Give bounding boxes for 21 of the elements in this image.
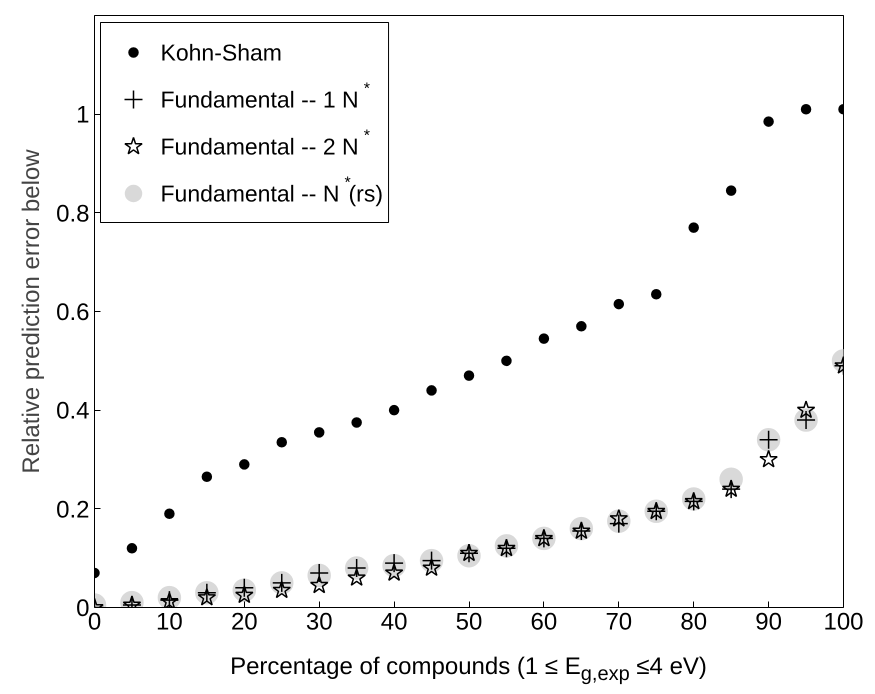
x-tick-label: 90	[755, 608, 782, 636]
legend-label: Fundamental -- 2 N*	[160, 128, 370, 160]
y-axis-title: Relative prediction error below	[18, 148, 46, 474]
legend-label: Fundamental -- N*(rs)	[160, 174, 384, 206]
x-tick-label: 80	[680, 608, 708, 636]
x-tick-label: 10	[156, 608, 183, 636]
y-tick-label: 0.8	[56, 200, 90, 228]
legend-label: Kohn-Sham	[160, 40, 282, 66]
x-tick-label: 40	[380, 608, 408, 636]
x-axis-title: Percentage of compounds (1 ≤ E$_{g,exp}$ ≤4 eV)	[230, 653, 707, 687]
x-tick-label: 20	[230, 608, 258, 636]
y-tick-label: 0.2	[56, 496, 90, 524]
legend-label: Fundamental -- 1 N*	[160, 80, 370, 112]
y-tick-label: 0.4	[56, 398, 90, 425]
x-tick-label: 70	[605, 608, 632, 636]
x-tick-label: 60	[530, 608, 558, 636]
x-tick-label: 100	[823, 608, 864, 636]
y-tick-label: 1	[76, 102, 90, 129]
y-tick-label: 0.6	[56, 299, 90, 326]
x-tick-label: 50	[456, 608, 482, 636]
x-tick-label: 30	[306, 608, 333, 636]
